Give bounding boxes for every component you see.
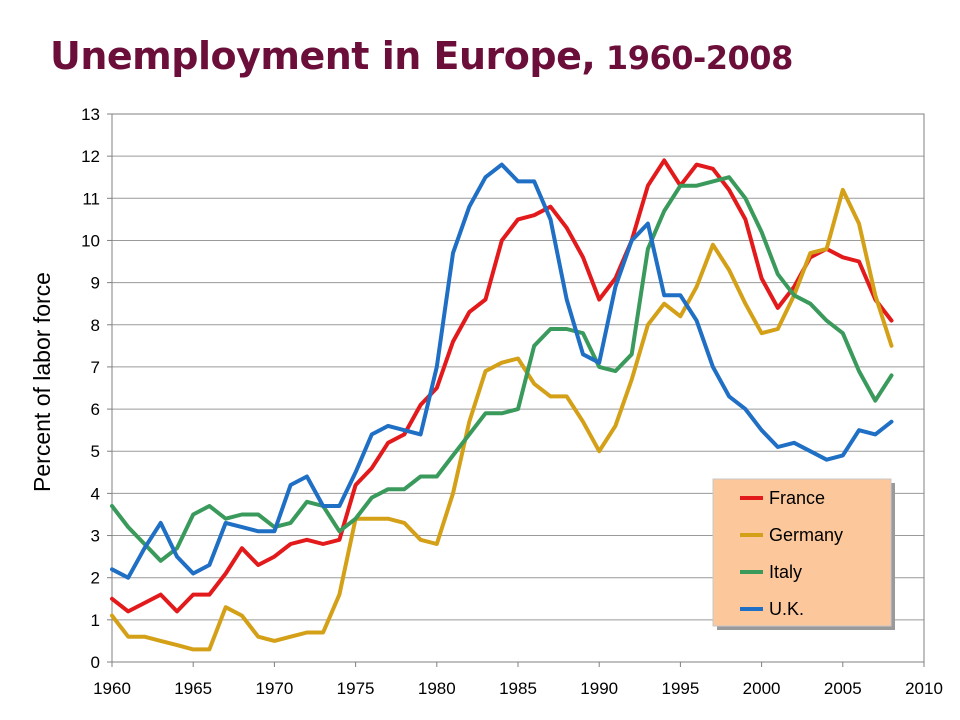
series-line-italy (110, 175, 894, 563)
y-tick-label-12: 12 (81, 147, 100, 166)
legend-label-france: France (769, 488, 825, 508)
y-tick-label-6: 6 (91, 400, 100, 419)
x-tick-label-1975: 1975 (337, 679, 375, 698)
title-years: 1960-2008 (595, 39, 793, 77)
title-main: Unemployment in Europe, (50, 34, 596, 78)
x-tick-label-1995: 1995 (661, 679, 699, 698)
y-tick-label-5: 5 (91, 442, 100, 461)
legend-label-germany: Germany (769, 525, 843, 545)
y-tick-label-0: 0 (91, 653, 100, 672)
y-axis-label: Percent of labor force (29, 272, 55, 492)
series-line-u-k (110, 162, 894, 580)
legend: France Germany Italy U.K. (712, 478, 895, 630)
y-tick-label-4: 4 (91, 484, 100, 503)
y-tick-label-2: 2 (91, 569, 100, 588)
x-tick-label-1970: 1970 (255, 679, 293, 698)
series-line-france (110, 158, 894, 614)
series-lines (110, 158, 894, 652)
legend-label-italy: Italy (769, 562, 802, 582)
y-tick-label-1: 1 (91, 611, 100, 630)
x-tick-label-1985: 1985 (499, 679, 537, 698)
y-tick-label-7: 7 (91, 358, 100, 377)
y-tick-label-13: 13 (81, 105, 100, 124)
page-title: Unemployment in Europe, 1960-2008 (50, 34, 793, 78)
x-tick-label-1960: 1960 (93, 679, 131, 698)
y-tick-label-10: 10 (81, 231, 100, 250)
x-tick-label-1990: 1990 (580, 679, 618, 698)
x-tick-label-2005: 2005 (824, 679, 862, 698)
x-tick-label-1965: 1965 (174, 679, 212, 698)
legend-label-u-k: U.K. (769, 599, 804, 619)
y-tick-label-11: 11 (82, 189, 100, 208)
x-tick-label-2010: 2010 (905, 679, 943, 698)
y-tick-label-3: 3 (91, 527, 100, 546)
x-tick-label-1980: 1980 (418, 679, 456, 698)
x-tick-label-2000: 2000 (743, 679, 781, 698)
legend-box (712, 478, 892, 627)
x-axis-ticks: 1960 1965 1970 1975 1980 1985 1990 1995 2000 2005… (93, 662, 943, 698)
y-tick-label-8: 8 (91, 316, 100, 335)
y-tick-label-9: 9 (91, 274, 100, 293)
series-line-germany (110, 187, 894, 652)
